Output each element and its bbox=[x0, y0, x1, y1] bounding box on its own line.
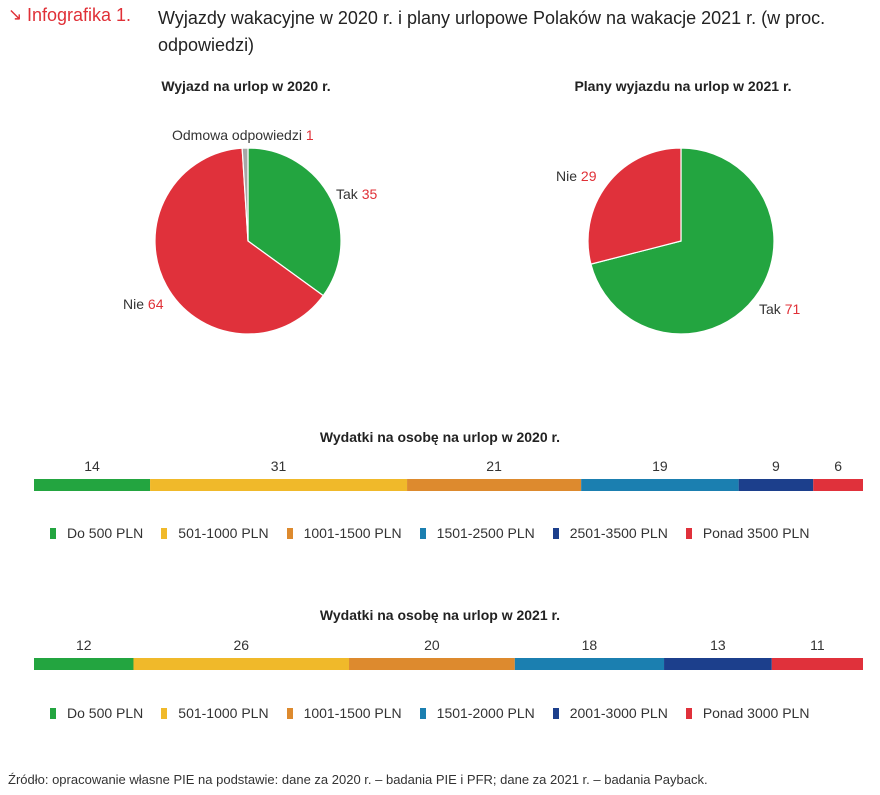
legend-swatch bbox=[552, 707, 559, 719]
pie-label-text: Tak bbox=[336, 186, 362, 202]
legend-item-do-500-pln: Do 500 PLN bbox=[50, 705, 143, 721]
legend-swatch bbox=[685, 707, 692, 719]
legend-label: 2501-3500 PLN bbox=[569, 525, 668, 541]
pie-slice-nie bbox=[587, 147, 682, 265]
legend-swatch bbox=[286, 527, 293, 539]
bar-value-ponad-3000-pln: 11 bbox=[810, 637, 825, 653]
pie-label-tak: Tak 35 bbox=[336, 186, 377, 202]
bar-segment-1001-1500-pln bbox=[349, 658, 515, 670]
bar-value-501-1000-pln: 31 bbox=[271, 458, 287, 474]
bar-value-2001-3000-pln: 13 bbox=[710, 637, 726, 653]
legend-swatch bbox=[685, 527, 692, 539]
legend-label: 1001-1500 PLN bbox=[303, 525, 402, 541]
source-note: Źródło: opracowanie własne PIE na podsta… bbox=[8, 772, 708, 787]
pie-label-text: Nie bbox=[123, 296, 148, 312]
bar-value-1001-1500-pln: 21 bbox=[486, 458, 502, 474]
legend-label: Ponad 3000 PLN bbox=[702, 705, 810, 721]
legend-label: 1501-2000 PLN bbox=[436, 705, 535, 721]
legend-swatch bbox=[419, 527, 426, 539]
legend-item-501-1000-pln: 501-1000 PLN bbox=[161, 705, 269, 721]
pie-label-value: 29 bbox=[581, 168, 597, 184]
bar-segment-do-500-pln bbox=[34, 479, 151, 491]
legend-label: Ponad 3500 PLN bbox=[702, 525, 810, 541]
bar-segment-2501-3500-pln bbox=[738, 479, 814, 491]
legend-swatch bbox=[50, 707, 56, 719]
bar-value-do-500-pln: 12 bbox=[76, 637, 92, 653]
legend-swatch bbox=[161, 707, 168, 719]
pie-label-value: 71 bbox=[785, 301, 801, 317]
legend-item-2001-3000-pln: 2001-3000 PLN bbox=[552, 705, 668, 721]
legend-item-1501-2500-pln: 1501-2500 PLN bbox=[419, 525, 535, 541]
bar-segment-1501-2500-pln bbox=[581, 479, 739, 491]
legend-label: 501-1000 PLN bbox=[178, 525, 269, 541]
bar-2020-title: Wydatki na osobę na urlop w 2020 r. bbox=[319, 429, 561, 445]
page-title: Wyjazdy wakacyjne w 2020 r. i plany urlo… bbox=[158, 8, 826, 55]
bar-value-do-500-pln: 14 bbox=[84, 458, 100, 474]
legend-item-do-500-pln: Do 500 PLN bbox=[50, 525, 143, 541]
pie-label-value: 1 bbox=[306, 127, 314, 143]
pie-label-text: Tak bbox=[759, 301, 785, 317]
bar-segment-ponad-3500-pln bbox=[813, 479, 863, 491]
legend-item-ponad-3500-pln: Ponad 3500 PLN bbox=[685, 525, 810, 541]
bar-value-1501-2500-pln: 19 bbox=[652, 458, 668, 474]
pie-label-tak: Tak 71 bbox=[759, 301, 800, 317]
legend-swatch bbox=[161, 527, 168, 539]
pie-label-nie: Nie 64 bbox=[123, 296, 164, 312]
bar-segment-2001-3000-pln bbox=[664, 658, 772, 670]
bar-segment-1001-1500-pln bbox=[407, 479, 582, 491]
pie-2021-title: Plany wyjazdu na urlop w 2021 r. bbox=[574, 78, 792, 94]
legend-item-1001-1500-pln: 1001-1500 PLN bbox=[286, 525, 402, 541]
legend-item-ponad-3000-pln: Ponad 3000 PLN bbox=[685, 705, 810, 721]
bar-segment-1501-2000-pln bbox=[514, 658, 665, 670]
pie-label-value: 35 bbox=[362, 186, 378, 202]
pie-label-text: Nie bbox=[556, 168, 581, 184]
bar-value-ponad-3500-pln: 6 bbox=[834, 458, 842, 474]
legend-label: 1001-1500 PLN bbox=[303, 705, 402, 721]
legend-label: 2001-3000 PLN bbox=[569, 705, 668, 721]
legend-label: Do 500 PLN bbox=[67, 525, 144, 541]
bar-value-501-1000-pln: 26 bbox=[233, 637, 249, 653]
pie-label-odmowa-odpowiedzi: Odmowa odpowiedzi 1 bbox=[172, 127, 314, 143]
bar-segment-501-1000-pln bbox=[150, 479, 408, 491]
pie-2020-title: Wyjazd na urlop w 2020 r. bbox=[161, 78, 331, 94]
bar-segment-ponad-3000-pln bbox=[771, 658, 863, 670]
pie-slice-nie bbox=[154, 147, 325, 335]
legend-swatch bbox=[50, 527, 56, 539]
arrow-icon: ↘ bbox=[8, 5, 23, 24]
legend-swatch bbox=[286, 707, 293, 719]
pie-label-nie: Nie 29 bbox=[556, 168, 597, 184]
bar-value-2501-3500-pln: 9 bbox=[772, 458, 780, 474]
bar-value-1501-2000-pln: 18 bbox=[582, 637, 598, 653]
legend-label: Do 500 PLN bbox=[67, 705, 144, 721]
pie-slice-tak bbox=[590, 147, 775, 335]
pie-label-text: Odmowa odpowiedzi bbox=[172, 127, 306, 143]
legend-swatch bbox=[419, 707, 426, 719]
legend-label: 1501-2500 PLN bbox=[436, 525, 535, 541]
legend-2020: Do 500 PLN 501-1000 PLN 1001-1500 PLN 1501-… bbox=[50, 525, 827, 541]
legend-item-1501-2000-pln: 1501-2000 PLN bbox=[419, 705, 535, 721]
legend-item-1001-1500-pln: 1001-1500 PLN bbox=[286, 705, 402, 721]
infographic-tag: Infografika 1. bbox=[27, 5, 132, 25]
legend-2021: Do 500 PLN 501-1000 PLN 1001-1500 PLN 1501-… bbox=[50, 705, 827, 721]
legend-swatch bbox=[552, 527, 559, 539]
pie-slice-odmowa-odpowiedzi bbox=[241, 147, 249, 242]
pie-slice-tak bbox=[247, 147, 342, 297]
bar-segment-do-500-pln bbox=[34, 658, 134, 670]
legend-item-501-1000-pln: 501-1000 PLN bbox=[161, 525, 269, 541]
bar-segment-501-1000-pln bbox=[133, 658, 350, 670]
legend-label: 501-1000 PLN bbox=[178, 705, 269, 721]
legend-item-2501-3500-pln: 2501-3500 PLN bbox=[552, 525, 668, 541]
bar-2021-title: Wydatki na osobę na urlop w 2021 r. bbox=[319, 607, 561, 623]
pie-label-value: 64 bbox=[148, 296, 164, 312]
bar-value-1001-1500-pln: 20 bbox=[424, 637, 440, 653]
